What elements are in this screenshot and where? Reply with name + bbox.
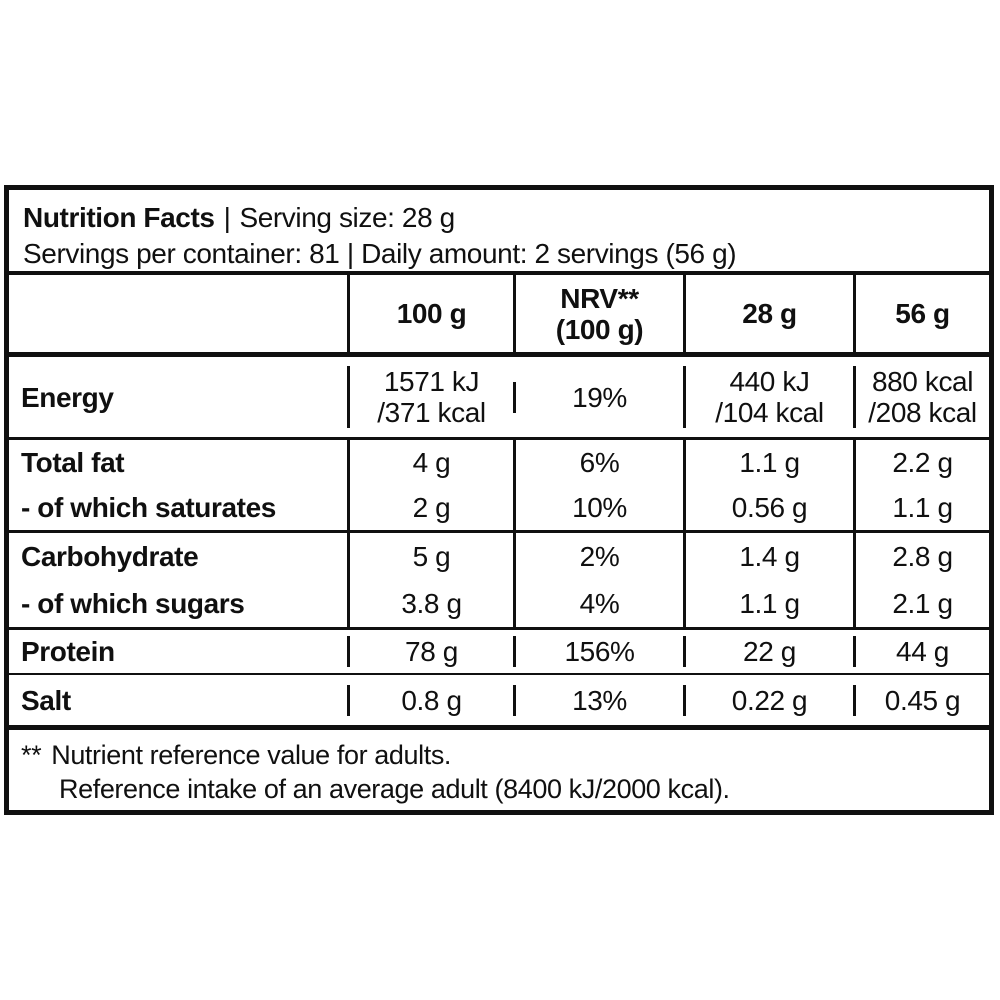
section-carbohydrate: Carbohydrate 5 g 2% 1.4 g 2.8 g - of whi… xyxy=(9,533,989,630)
header-divider: | xyxy=(223,202,231,233)
section-energy: Energy 1571 kJ /371 kcal 19% 440 kJ /104… xyxy=(9,357,989,440)
salt-per28g: 0.22 g xyxy=(683,684,853,716)
label-title: Nutrition Facts xyxy=(23,202,215,233)
total-fat-per56g: 2.2 g xyxy=(853,440,989,485)
energy-per56g-kcal1: 880 kcal xyxy=(871,366,974,397)
saturates-per100g: 2 g xyxy=(347,485,513,530)
total-fat-label: Total fat xyxy=(21,447,125,478)
footnote-text-2: Reference intake of an average adult (84… xyxy=(59,774,730,804)
carbohydrate-per100g: 5 g xyxy=(347,533,513,580)
colhead-nrv-line2: (100 g) xyxy=(555,313,644,345)
footnote-marker: ** xyxy=(21,740,42,770)
protein-nrv: 156% xyxy=(513,636,683,667)
protein-per100g: 78 g xyxy=(347,636,513,667)
energy-label: Energy xyxy=(21,381,114,413)
carbohydrate-per56g: 2.8 g xyxy=(853,533,989,580)
colhead-nrv: NRV** (100 g) xyxy=(513,275,683,352)
serving-size-text: Serving size: 28 g xyxy=(239,202,455,233)
energy-per28g: 440 kJ /104 kcal xyxy=(683,366,853,428)
nutrition-facts-table: Nutrition Facts | Serving size: 28 g Servi… xyxy=(4,185,994,815)
row-sugars: - of which sugars 3.8 g 4% 1.1 g 2.1 g xyxy=(9,580,989,627)
salt-per100g: 0.8 g xyxy=(347,684,513,716)
row-total-fat: Total fat 4 g 6% 1.1 g 2.2 g xyxy=(9,440,989,485)
colhead-100g: 100 g xyxy=(347,275,513,352)
carbohydrate-per28g: 1.4 g xyxy=(683,533,853,580)
salt-nrv: 13% xyxy=(513,684,683,716)
sugars-per100g: 3.8 g xyxy=(347,580,513,627)
energy-per28g-kj: 440 kJ xyxy=(729,366,810,397)
energy-per100g-kj: 1571 kJ xyxy=(383,366,480,397)
energy-per56g: 880 kcal /208 kcal xyxy=(853,366,989,428)
salt-label: Salt xyxy=(21,684,71,716)
carbohydrate-label: Carbohydrate xyxy=(21,541,199,572)
protein-per28g: 22 g xyxy=(683,636,853,667)
colhead-empty xyxy=(9,275,347,352)
energy-per56g-kcal2: /208 kcal xyxy=(868,397,977,428)
saturates-label: - of which saturates xyxy=(21,492,276,523)
row-carbohydrate: Carbohydrate 5 g 2% 1.4 g 2.8 g xyxy=(9,533,989,580)
sugars-per56g: 2.1 g xyxy=(853,580,989,627)
servings-info-text: Servings per container: 81 | Daily amoun… xyxy=(23,238,737,269)
energy-nrv: 19% xyxy=(513,381,683,413)
energy-per100g: 1571 kJ /371 kcal xyxy=(347,366,513,428)
colhead-56g: 56 g xyxy=(853,275,989,352)
row-protein: Protein 78 g 156% 22 g 44 g xyxy=(9,630,989,673)
colhead-nrv-line1: NRV** xyxy=(560,282,639,314)
saturates-nrv: 10% xyxy=(513,485,683,530)
row-saturates: - of which saturates 2 g 10% 0.56 g 1.1 … xyxy=(9,485,989,530)
section-fat: Total fat 4 g 6% 1.1 g 2.2 g - of which … xyxy=(9,440,989,533)
energy-per28g-kcal: /104 kcal xyxy=(715,397,824,428)
protein-per56g: 44 g xyxy=(853,636,989,667)
footnote: ** Nutrient reference value for adults. R… xyxy=(9,730,989,810)
colhead-28g: 28 g xyxy=(683,275,853,352)
section-salt: Salt 0.8 g 13% 0.22 g 0.45 g xyxy=(9,675,989,730)
footnote-text-1: Nutrient reference value for adults. xyxy=(51,740,452,770)
row-energy: Energy 1571 kJ /371 kcal 19% 440 kJ /104… xyxy=(9,357,989,437)
header-line-1: Nutrition Facts | Serving size: 28 g xyxy=(23,200,989,236)
row-salt: Salt 0.8 g 13% 0.22 g 0.45 g xyxy=(9,675,989,725)
section-protein: Protein 78 g 156% 22 g 44 g xyxy=(9,630,989,675)
sugars-label: - of which sugars xyxy=(21,588,245,619)
total-fat-nrv: 6% xyxy=(513,440,683,485)
salt-per56g: 0.45 g xyxy=(853,684,989,716)
footnote-line-1: ** Nutrient reference value for adults. xyxy=(21,738,989,772)
total-fat-per100g: 4 g xyxy=(347,440,513,485)
energy-per100g-kcal: /371 kcal xyxy=(377,397,486,428)
protein-label: Protein xyxy=(21,636,115,667)
total-fat-per28g: 1.1 g xyxy=(683,440,853,485)
sugars-per28g: 1.1 g xyxy=(683,580,853,627)
saturates-per28g: 0.56 g xyxy=(683,485,853,530)
saturates-per56g: 1.1 g xyxy=(853,485,989,530)
label-header: Nutrition Facts | Serving size: 28 g Servi… xyxy=(9,190,989,275)
sugars-nrv: 4% xyxy=(513,580,683,627)
carbohydrate-nrv: 2% xyxy=(513,533,683,580)
column-header-row: 100 g NRV** (100 g) 28 g 56 g xyxy=(9,275,989,357)
